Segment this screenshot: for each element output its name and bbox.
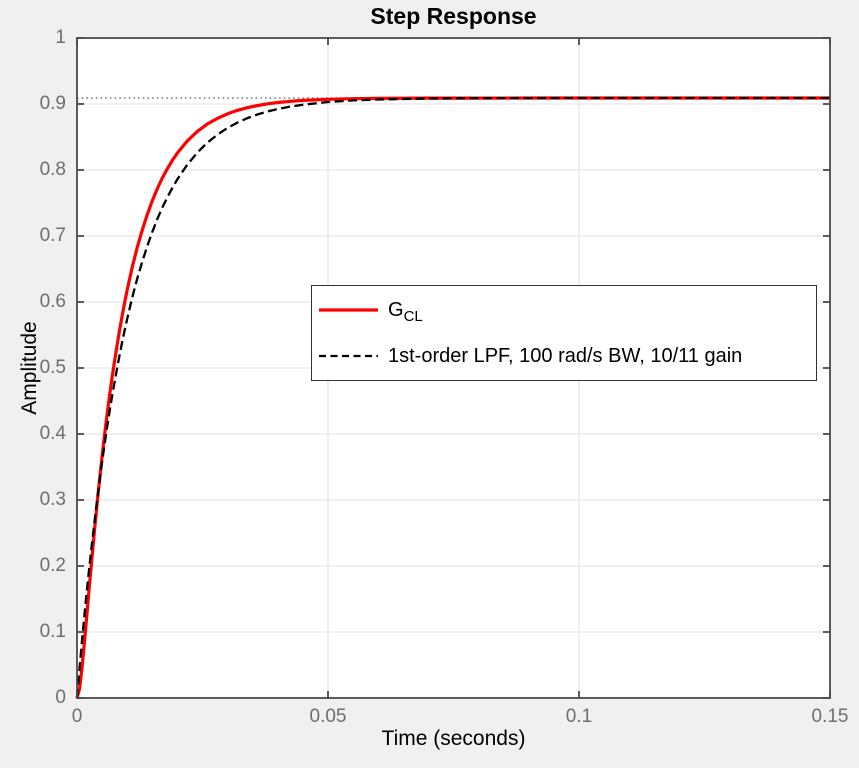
x-axis-label: Time (seconds) — [381, 727, 526, 750]
legend[interactable]: GCL 1st-order LPF, 100 rad/s BW, 10/11 g… — [311, 285, 817, 381]
y-tick-label: 1 — [55, 27, 66, 48]
y-tick-label: 0.6 — [39, 291, 66, 312]
y-tick-label: 0.7 — [39, 225, 66, 246]
x-tick-label: 0 — [71, 706, 83, 727]
y-tick-label: 0.4 — [39, 423, 66, 444]
x-tick-label: 0.05 — [309, 706, 347, 727]
y-tick-label: 0.5 — [39, 357, 66, 378]
x-tick-label: 0.15 — [811, 706, 849, 727]
axes-border — [76, 37, 831, 699]
y-tick-label: 0.9 — [39, 93, 66, 114]
y-tick-label: 0.2 — [39, 555, 66, 576]
legend-label-lpf: 1st-order LPF, 100 rad/s BW, 10/11 gain — [388, 344, 743, 367]
legend-entry-gcl: GCL — [312, 287, 816, 333]
legend-entry-lpf: 1st-order LPF, 100 rad/s BW, 10/11 gain — [312, 333, 816, 379]
y-tick-label: 0.3 — [39, 489, 66, 510]
legend-line-sample-solid — [319, 308, 378, 312]
y-tick-label: 0.8 — [39, 159, 66, 180]
legend-label-gcl: GCL — [388, 298, 423, 325]
x-tick-label: 0.1 — [565, 706, 593, 727]
legend-line-sample-dashed — [319, 354, 378, 358]
y-tick-label: 0.1 — [39, 621, 66, 642]
y-tick-label: 0 — [55, 687, 66, 708]
lpf-curve — [75, 96, 830, 699]
plot-title: Step Response — [370, 3, 537, 29]
